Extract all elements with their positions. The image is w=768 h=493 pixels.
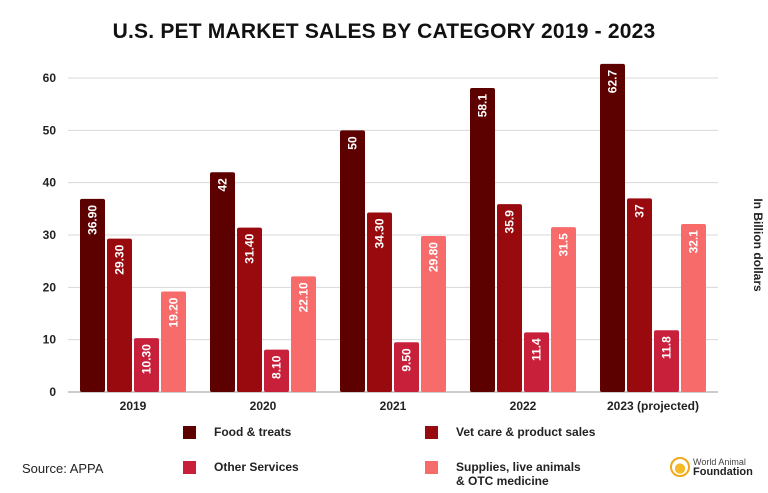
- data-label: 42: [216, 178, 230, 192]
- legend-label: Other Services: [214, 460, 299, 474]
- legend-item-other: Other Services: [183, 460, 299, 474]
- bar-food-treats: [80, 198, 105, 392]
- data-label: 32.1: [687, 230, 701, 254]
- y-tick-label: 50: [43, 123, 57, 137]
- bar-supplies-live-animals-otc-medicine: [161, 291, 186, 392]
- legend-swatch: [425, 461, 438, 474]
- x-tick-label: 2022: [510, 399, 537, 413]
- y-tick-label: 60: [43, 71, 57, 85]
- bar-other-services: [134, 338, 159, 392]
- y-tick-label: 10: [43, 333, 57, 347]
- data-label: 22.10: [297, 282, 311, 312]
- legend-label-line: & OTC medicine: [456, 474, 549, 488]
- data-label: 29.80: [427, 242, 441, 272]
- bar-food-treats: [600, 63, 625, 393]
- data-label: 58.1: [476, 94, 490, 118]
- bar-supplies-live-animals-otc-medicine: [421, 236, 446, 392]
- chart-title: U.S. PET MARKET SALES BY CATEGORY 2019 -…: [112, 20, 656, 43]
- legend-label-line: Supplies, live animals: [456, 460, 581, 474]
- logo-icon: [670, 457, 690, 477]
- x-tick-label: 2023 (projected): [607, 399, 699, 413]
- y-tick-label: 40: [43, 176, 57, 190]
- data-label: 35.9: [503, 210, 517, 234]
- x-tick-label: 2020: [250, 399, 277, 413]
- bar-other-services: [394, 342, 419, 392]
- x-tick-label: 2021: [380, 399, 407, 413]
- legend-item-food: Food & treats: [183, 425, 291, 439]
- data-label: 8.10: [270, 355, 284, 379]
- legend-label: Food & treats: [214, 425, 292, 439]
- bar-vet-care-product-sales: [107, 238, 132, 392]
- legend-swatch: [183, 426, 196, 439]
- y-tick-label: 0: [49, 385, 56, 399]
- bar-other-services: [654, 330, 679, 392]
- world-animal-foundation-logo: World Animal Foundation: [670, 457, 753, 478]
- bar-supplies-live-animals-otc-medicine: [291, 276, 316, 392]
- y-tick-label: 20: [43, 280, 57, 294]
- bar-food-treats: [470, 87, 495, 393]
- bar-supplies-live-animals-otc-medicine: [551, 227, 576, 392]
- bar-vet-care-product-sales: [367, 212, 392, 392]
- bar-vet-care-product-sales: [237, 227, 262, 392]
- data-label: 29.30: [113, 244, 127, 274]
- bar-other-services: [524, 332, 549, 392]
- data-label: 31.5: [557, 233, 571, 257]
- data-label: 31.40: [243, 233, 257, 263]
- legend-swatch: [425, 426, 438, 439]
- legend-label: Supplies, live animals & OTC medicine: [456, 460, 581, 488]
- y-tick-label: 30: [43, 228, 57, 242]
- data-label: 62.7: [606, 70, 620, 94]
- legend-item-vet: Vet care & product sales: [425, 425, 595, 439]
- bar-other-services: [264, 349, 289, 392]
- bar-food-treats: [210, 172, 235, 392]
- bar-food-treats: [340, 130, 365, 393]
- data-label: 37: [633, 204, 647, 218]
- data-label: 9.50: [400, 348, 414, 372]
- bar-supplies-live-animals-otc-medicine: [681, 224, 706, 392]
- data-label: 19.20: [167, 297, 181, 327]
- bar-vet-care-product-sales: [497, 204, 522, 392]
- legend-label: Vet care & product sales: [456, 425, 596, 439]
- data-label: 36.90: [86, 205, 100, 235]
- legend-item-supplies: Supplies, live animals & OTC medicine: [425, 460, 581, 488]
- data-label: 11.4: [530, 338, 544, 361]
- logo-line1: World Animal: [693, 457, 746, 467]
- x-tick-label: 2019: [120, 399, 147, 413]
- data-label: 50: [346, 136, 360, 150]
- source-note: Source: APPA: [22, 461, 104, 476]
- legend-swatch: [183, 461, 196, 474]
- data-label: 34.30: [373, 218, 387, 248]
- logo-line2: Foundation: [693, 466, 753, 478]
- data-label: 11.8: [660, 336, 674, 359]
- bar-vet-care-product-sales: [627, 198, 652, 392]
- data-label: 10.30: [140, 344, 154, 374]
- y-axis-label: In Billion dollars: [751, 198, 765, 292]
